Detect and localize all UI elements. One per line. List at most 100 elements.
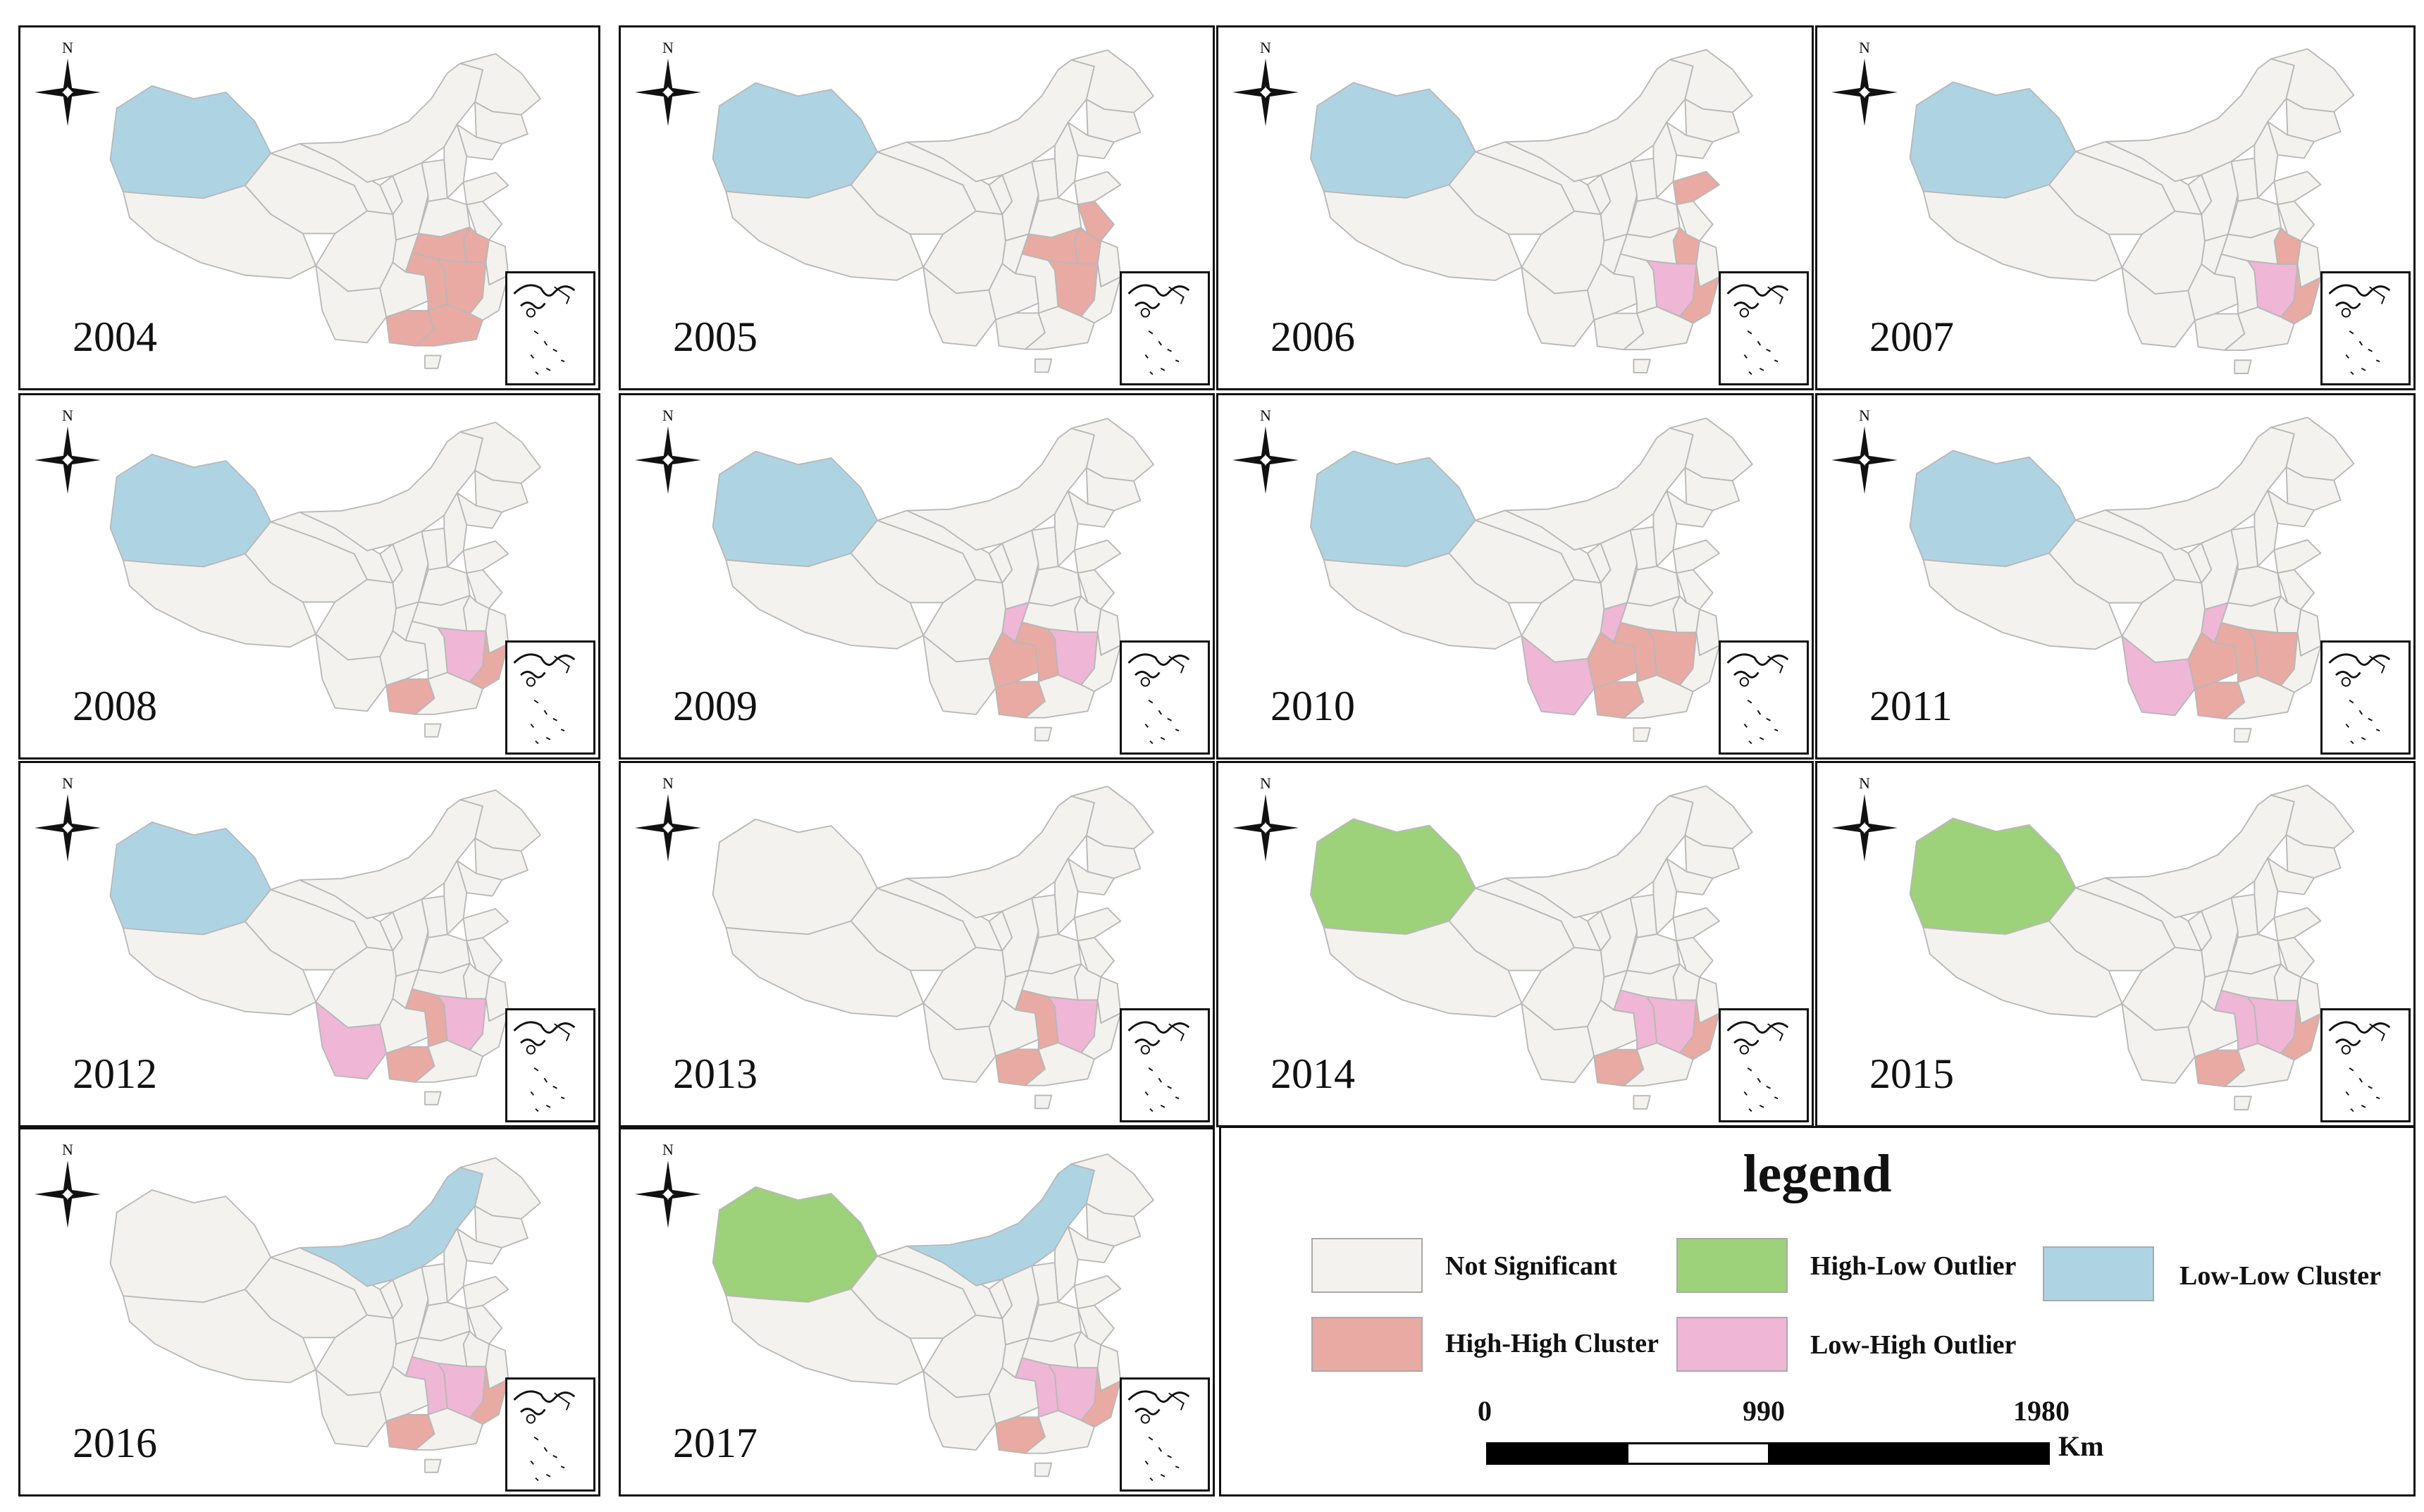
year-label: 2008 [73,683,157,729]
province-xinjiang [1310,818,1476,935]
map-panel-2010: N 2010 [1216,393,1814,760]
map-panel-2017: N 2017 [619,1127,1215,1496]
province-xinjiang [1310,450,1476,567]
province-guangdong [2224,1043,2295,1088]
scale-bar [1486,1442,2050,1465]
north-arrow-icon: N [29,37,106,136]
province-shandong [2273,907,2322,942]
north-label: N [1260,407,1271,424]
province-xinjiang [109,821,272,936]
province-fujian [469,261,509,321]
province-xinjiang [1310,82,1476,199]
province-guangdong [2224,675,2295,720]
province-yunnan [1521,1003,1595,1084]
scale-tick-0: 0 [1478,1395,1492,1427]
north-label: N [662,407,674,424]
province-shandong [1672,907,1720,942]
province-jiangsu [1077,569,1115,610]
province-fujian [2280,631,2322,693]
china-map [712,418,1154,742]
province-jiangsu [2277,936,2315,978]
legend-box: legend Not Significant High-Low Outlier … [1219,1126,2416,1496]
south-china-sea-inset [1120,1008,1210,1122]
north-arrow-icon: N [29,773,106,872]
south-china-sea-inset [505,640,595,755]
china-map [109,421,541,738]
label-low-low: Low-Low Cluster [2179,1261,2382,1291]
province-guangdong [1025,1410,1095,1454]
north-arrow-icon: N [29,1139,106,1238]
province-jiangsu [1676,200,1714,242]
province-xinjiang [712,82,878,199]
province-yunnan [922,1003,996,1083]
year-label: 2009 [673,683,758,729]
province-jiangsu [1676,569,1714,610]
province-fujian [1678,999,1720,1060]
province-shandong [1074,539,1122,574]
province-hainan [424,354,442,369]
province-shandong [462,907,509,942]
province-jiangsu [466,1304,503,1345]
province-hainan [2234,359,2252,374]
south-china-sea-inset [2320,1008,2411,1122]
label-not-significant: Not Significant [1445,1251,1617,1281]
year-label: 2015 [1869,1051,1954,1097]
province-fujian [469,998,509,1058]
province-yunnan [315,265,388,344]
china-map [1310,785,1753,1110]
map-panel-2014: N 2014 [1216,761,1814,1127]
province-jiangsu [466,200,503,241]
province-yunnan [922,1370,996,1451]
province-jiangsu [1077,200,1115,242]
map-panel-2011: N 2011 [1815,393,2416,760]
province-shandong [462,171,509,206]
north-label: N [662,1141,674,1158]
north-arrow-icon: N [1227,773,1304,872]
south-china-sea-inset [2320,271,2411,385]
china-map [1909,416,2355,743]
china-map [712,786,1154,1110]
north-label: N [62,39,73,56]
province-hainan [1633,1095,1651,1110]
province-shandong [462,1275,509,1310]
province-guangdong [1623,1042,1694,1087]
province-xinjiang [712,1186,878,1303]
province-hainan [1034,1462,1053,1477]
province-shandong [462,540,509,574]
china-map [1909,784,2355,1110]
label-low-high: Low-High Outlier [1810,1330,2017,1360]
province-fujian [1080,999,1122,1060]
province-hainan [424,723,442,738]
year-label: 2004 [73,314,157,360]
map-panel-2008: N 2008 [18,393,600,760]
province-hainan [1034,1094,1053,1110]
north-arrow-icon: N [629,405,707,504]
south-china-sea-inset [505,1377,595,1492]
north-label: N [62,1141,73,1158]
province-yunnan [2121,635,2196,717]
north-label: N [62,407,73,424]
province-hainan [2234,1096,2252,1110]
china-map [1909,48,2355,374]
year-label: 2016 [73,1420,157,1466]
year-label: 2017 [673,1420,758,1466]
north-arrow-icon: N [1227,405,1304,504]
province-fujian [1080,631,1122,693]
north-label: N [662,39,674,56]
map-panel-2012: N 2012 [18,761,600,1127]
china-map [109,1157,541,1473]
province-xinjiang [109,453,272,568]
south-china-sea-inset [1120,640,1210,755]
province-hainan [424,1458,442,1473]
province-guangdong [414,671,483,715]
south-china-sea-inset [1719,1008,1809,1122]
map-panel-2015: N 2015 [1815,761,2416,1127]
province-shandong [1074,1275,1122,1310]
map-panel-2005: N 2005 [619,25,1215,390]
swatch-high-low [1676,1238,1788,1293]
north-arrow-icon: N [629,1139,707,1238]
north-label: N [1859,774,1870,792]
province-shandong [1074,171,1122,206]
province-fujian [1080,1367,1122,1428]
china-map [1310,49,1753,373]
